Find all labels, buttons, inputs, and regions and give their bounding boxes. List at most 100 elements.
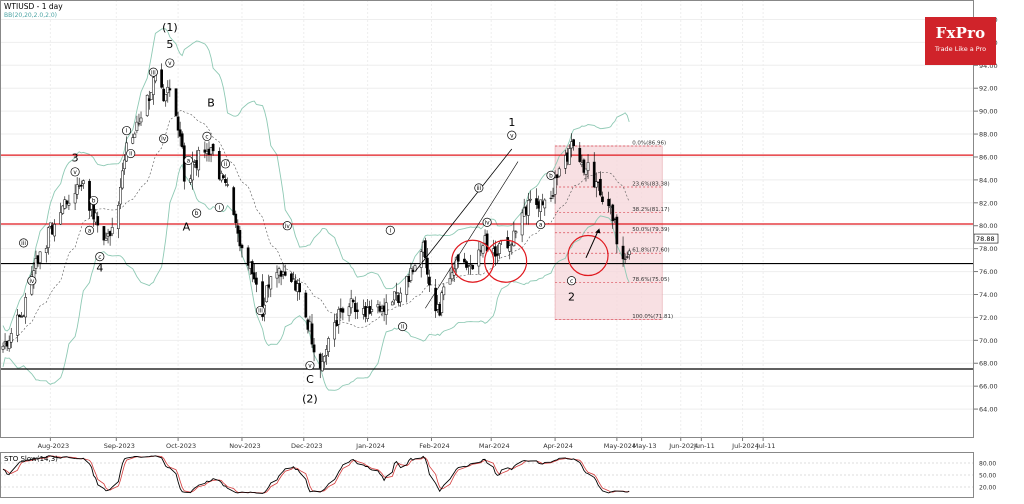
wave-label: ii <box>129 152 133 158</box>
candle-body <box>310 323 314 345</box>
candle-body <box>341 308 345 313</box>
candle-body <box>611 204 615 222</box>
candle-body <box>426 257 429 275</box>
wave-label-circle <box>84 225 95 235</box>
y-tick-label: 92.00 <box>979 85 998 93</box>
candle-body <box>582 159 586 173</box>
wave-label-circle <box>546 170 556 180</box>
candle-body <box>261 281 264 317</box>
candle-body <box>463 258 466 263</box>
wave-label: b <box>549 173 553 179</box>
candle-body <box>543 199 547 209</box>
brand-tagline: Trade Like a Pro <box>934 45 987 53</box>
candle-body <box>139 117 143 123</box>
candle-body <box>149 92 153 100</box>
projection-arrow-line <box>585 230 599 259</box>
x-tick-label: Dec-2023 <box>291 442 322 450</box>
candle-body <box>615 216 619 245</box>
wave-label: A <box>183 220 191 233</box>
candle-body <box>67 202 71 206</box>
candle-body <box>351 299 355 302</box>
candle-body <box>514 231 518 234</box>
candle-body <box>553 177 557 195</box>
candle-body <box>399 292 402 303</box>
candle-body <box>178 129 182 137</box>
x-tick-label: Jul-11 <box>756 442 775 450</box>
candle-body <box>88 180 91 211</box>
wave-label: iv <box>161 137 167 143</box>
candle-body <box>353 302 357 313</box>
candle-body <box>594 181 598 188</box>
candle-body <box>347 306 351 316</box>
wave-label: a <box>539 223 543 229</box>
wave-label-circle <box>385 225 395 235</box>
wave-label: iii <box>21 241 26 247</box>
x-tick-label: Nov-2023 <box>229 442 260 450</box>
candle-body <box>203 149 207 153</box>
candle-body <box>485 233 489 252</box>
y-tick-label: 84.00 <box>979 176 998 184</box>
bollinger-middle <box>2 109 630 347</box>
candle-body <box>290 273 293 282</box>
wave-label-circle <box>27 276 37 286</box>
candle-body <box>393 291 396 301</box>
candle-body <box>240 244 244 249</box>
candle-body <box>176 116 180 131</box>
wave-label-circle <box>398 322 408 332</box>
wave-label-circle <box>567 276 577 286</box>
candle-body <box>131 137 135 144</box>
wave-label: i <box>218 205 220 211</box>
candle-body <box>477 249 481 267</box>
candle-body <box>384 302 388 315</box>
x-tick-label: May-13 <box>633 442 657 450</box>
wave-label-circle <box>159 134 169 144</box>
y-tick-label: 86.00 <box>979 153 998 161</box>
wave-label-circle <box>482 217 492 227</box>
candle-body <box>621 245 625 260</box>
candle-body <box>327 338 330 352</box>
candle-body <box>168 88 172 91</box>
wave-label-circle <box>202 131 212 141</box>
candle-body <box>601 196 604 202</box>
y-tick-label: 64.00 <box>979 406 998 414</box>
wave-label: v <box>168 61 172 67</box>
sto-pane-frame <box>0 452 974 498</box>
wave-label: v <box>73 170 77 176</box>
candle-body <box>152 77 155 95</box>
main-pane-frame <box>0 0 974 438</box>
candle-body <box>135 121 139 131</box>
candle-body <box>298 283 301 293</box>
trendline-upper <box>414 148 513 272</box>
x-tick-label: Jan-2024 <box>355 442 385 450</box>
candle-body <box>269 276 273 290</box>
wave-label-circle <box>474 183 484 193</box>
candle-body <box>252 272 256 280</box>
wave-label: i <box>389 228 391 234</box>
candle-body <box>137 123 141 125</box>
candle-body <box>395 292 398 294</box>
candle-body <box>337 309 341 325</box>
highlight-circle <box>484 239 528 283</box>
price-tag: 78.88 <box>976 235 995 243</box>
wave-label: iv <box>485 220 491 226</box>
candle-body <box>496 253 499 256</box>
y-tick-label: 82.00 <box>979 199 998 207</box>
candle-body <box>222 175 225 178</box>
candle-body <box>419 251 423 268</box>
candle-body <box>323 356 326 363</box>
candle-body <box>104 237 108 241</box>
candle-body <box>44 248 48 253</box>
sto-level-label: 80.00 <box>979 461 996 468</box>
candle-body <box>320 361 324 372</box>
candle-body <box>236 225 240 234</box>
candle-body <box>370 308 374 312</box>
candle-body <box>145 94 149 116</box>
projection-arrow-head <box>595 228 601 234</box>
candle-body <box>1 345 5 350</box>
candle-body <box>61 205 65 214</box>
fxpro-logo: FxPro Trade Like a Pro <box>925 17 996 65</box>
candle-body <box>265 285 269 303</box>
highlight-circle <box>451 239 495 283</box>
candle-body <box>578 147 582 162</box>
